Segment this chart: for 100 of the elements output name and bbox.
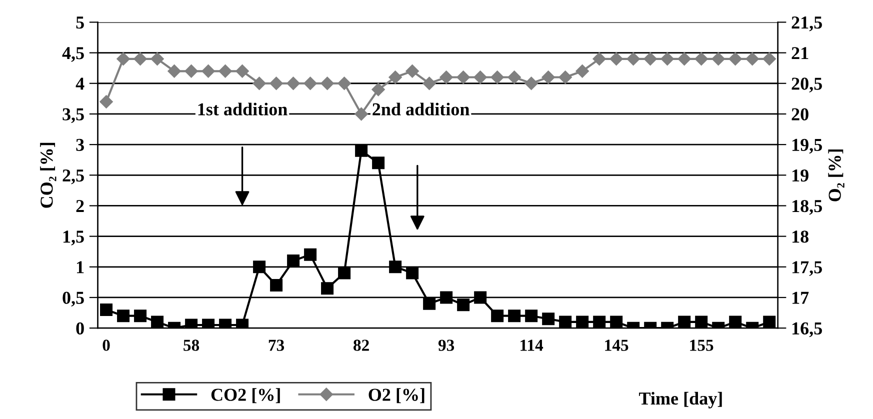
point xyxy=(422,76,436,90)
point xyxy=(270,76,283,90)
y2-tick-label: 18,5 xyxy=(792,200,822,215)
point xyxy=(338,266,351,280)
point xyxy=(695,316,708,328)
point xyxy=(372,156,385,170)
point xyxy=(372,82,385,96)
y2-tick-label: 20,5 xyxy=(792,78,822,92)
point xyxy=(389,260,402,274)
y2-tick-label: 21,5 xyxy=(792,16,822,32)
point xyxy=(321,282,334,295)
point xyxy=(678,316,691,328)
point xyxy=(151,316,164,328)
x-tick-label: 155 xyxy=(690,340,714,351)
y-tick-label: 1,5 xyxy=(63,230,84,246)
y-tick-label: 5 xyxy=(76,16,84,29)
point xyxy=(388,70,402,84)
y2-tick-label: 21 xyxy=(792,47,808,60)
point xyxy=(218,64,232,78)
x-tick-label: 145 xyxy=(605,340,628,351)
y2-tick-label: 17 xyxy=(792,292,809,304)
point xyxy=(474,291,487,304)
legend-label: O2 [%] xyxy=(368,388,424,404)
point xyxy=(100,95,113,108)
point xyxy=(287,254,300,268)
y2-tick-label: 17,5 xyxy=(792,261,822,276)
y-tick-label: 2 xyxy=(76,200,84,212)
y-tick-label: 3 xyxy=(76,138,84,151)
point xyxy=(253,260,266,274)
point xyxy=(252,76,266,90)
point xyxy=(542,312,555,326)
point xyxy=(457,298,470,312)
point xyxy=(100,303,113,316)
point xyxy=(406,266,419,280)
point xyxy=(116,52,130,66)
point xyxy=(270,279,283,292)
point xyxy=(236,64,249,78)
x-tick-label: 82 xyxy=(354,340,369,351)
point xyxy=(525,310,538,322)
point xyxy=(320,76,334,90)
point xyxy=(626,52,640,66)
y2-tick-label: 20 xyxy=(792,108,808,120)
point xyxy=(592,52,606,66)
x-tick-label: 114 xyxy=(520,340,544,351)
x-tick-label: 73 xyxy=(268,340,284,351)
point xyxy=(644,52,657,66)
point xyxy=(304,248,317,261)
point xyxy=(763,316,776,328)
point xyxy=(355,144,368,157)
point xyxy=(338,76,351,90)
point xyxy=(542,70,555,84)
point xyxy=(508,310,521,322)
point xyxy=(746,52,759,66)
point xyxy=(184,64,198,78)
point xyxy=(440,70,453,84)
point xyxy=(762,52,776,66)
point xyxy=(508,70,521,84)
point xyxy=(134,310,147,322)
y2-axis-title: O₂ [%] xyxy=(828,149,844,202)
y-tick-label: 4 xyxy=(76,78,84,90)
y2-tick-label: 19 xyxy=(792,169,808,182)
point xyxy=(524,76,538,90)
y-tick-label: 0,5 xyxy=(62,292,84,307)
point xyxy=(558,70,572,84)
point xyxy=(610,52,623,66)
y2-tick-label: 19,5 xyxy=(792,138,822,154)
y-tick-label: 0 xyxy=(76,322,84,335)
point xyxy=(286,76,300,90)
legend-label: CO2 [%] xyxy=(211,388,280,404)
x-tick-label: 58 xyxy=(184,340,200,351)
point xyxy=(593,316,606,328)
point xyxy=(490,70,504,84)
y-axis-title: CO₂ [%] xyxy=(40,142,56,208)
annotation: 2nd addition xyxy=(372,102,470,116)
point xyxy=(202,64,215,78)
point xyxy=(117,310,130,322)
x-tick-label: 93 xyxy=(438,340,454,351)
point xyxy=(576,64,589,78)
y2-tick-label: 18 xyxy=(792,230,808,243)
point xyxy=(678,52,691,66)
y-tick-label: 2,5 xyxy=(62,169,84,184)
y-tick-label: 3,5 xyxy=(62,108,84,124)
point xyxy=(168,64,181,78)
point xyxy=(610,316,623,328)
x-tick-label: 0 xyxy=(102,340,110,351)
point xyxy=(304,76,317,90)
y-tick-label: 4,5 xyxy=(62,47,84,62)
point xyxy=(729,316,742,328)
y2-tick-label: 16,5 xyxy=(792,322,822,338)
point xyxy=(456,70,470,84)
point xyxy=(474,70,487,84)
point xyxy=(576,316,589,328)
point xyxy=(712,52,725,66)
point xyxy=(491,310,504,322)
point xyxy=(694,52,708,66)
point xyxy=(150,52,164,66)
point xyxy=(406,64,419,78)
point xyxy=(728,52,742,66)
point xyxy=(354,107,368,121)
y-tick-label: 1 xyxy=(77,261,84,274)
